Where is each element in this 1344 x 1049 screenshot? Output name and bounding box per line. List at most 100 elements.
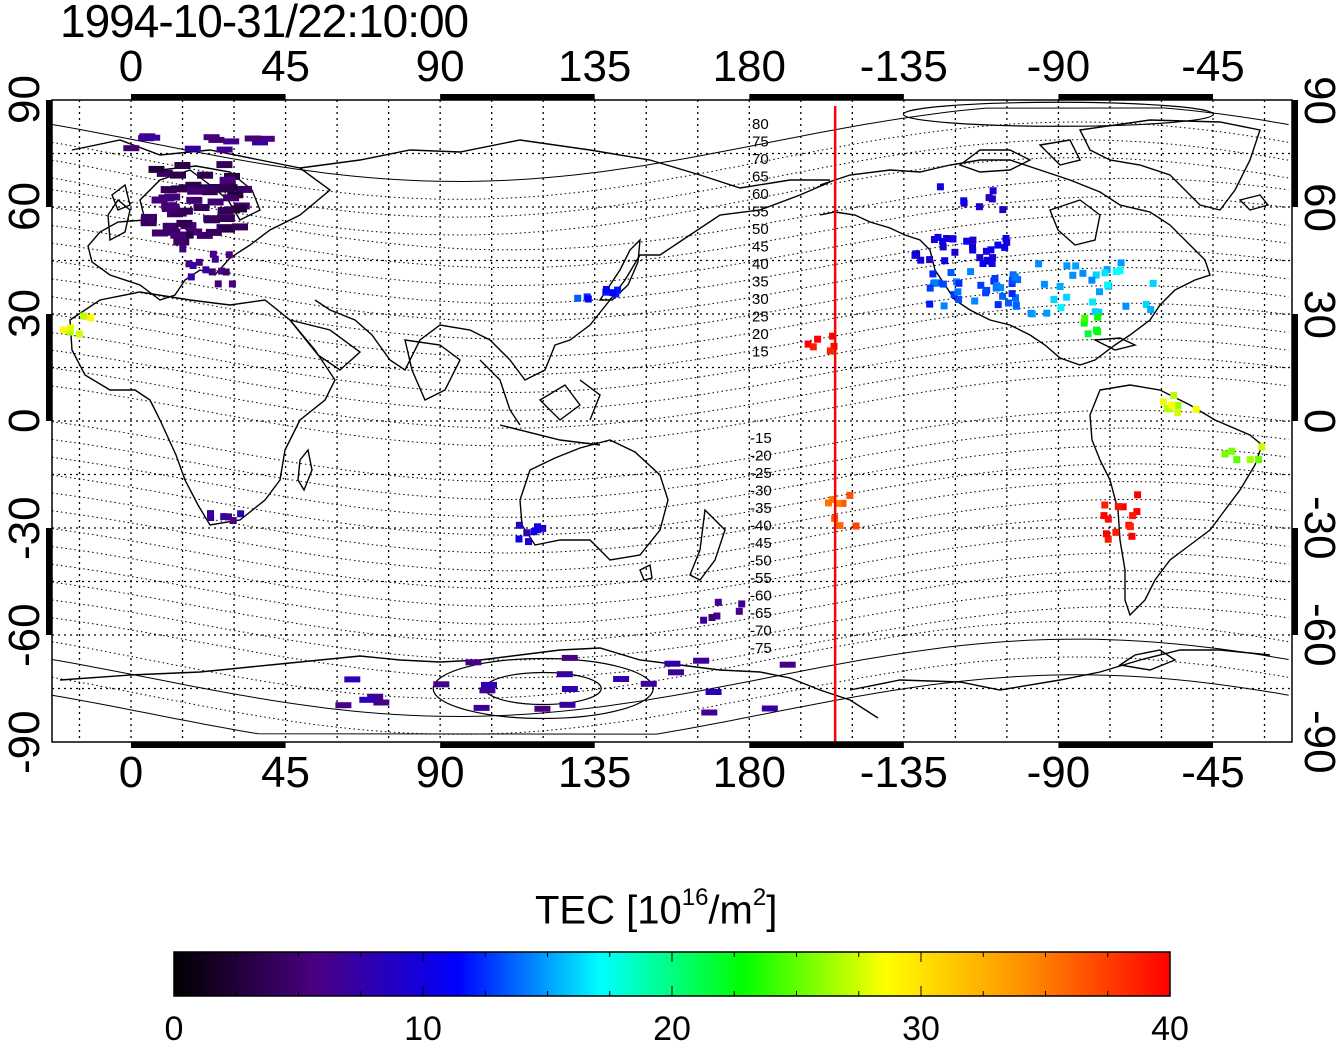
tec-point	[1174, 409, 1182, 417]
magnetic-latitude-line	[52, 588, 1289, 661]
tec-point	[236, 185, 252, 193]
tec-point	[994, 301, 1002, 309]
tec-point	[561, 654, 578, 661]
tec-point	[1228, 447, 1236, 455]
tec-point	[258, 135, 275, 142]
tec-point	[955, 279, 963, 287]
tec-point	[574, 294, 582, 302]
tec-point	[1258, 443, 1266, 451]
tec-point	[373, 699, 390, 706]
tec-point	[174, 162, 191, 169]
tec-point	[202, 266, 210, 274]
tec-point	[515, 521, 523, 529]
tec-point	[67, 324, 75, 332]
tec-point	[940, 302, 948, 310]
magnetic-latitude-line	[52, 427, 1289, 501]
tec-point	[1012, 301, 1020, 309]
tec-point	[344, 676, 361, 683]
magnetic-latitude-label: 15	[752, 344, 769, 361]
magnetic-latitude-label: 60	[752, 186, 769, 203]
tec-point	[1149, 279, 1157, 287]
tec-point	[701, 709, 718, 716]
left-latitude-label: -60	[0, 603, 49, 667]
tec-point	[523, 529, 531, 537]
tec-point	[1092, 271, 1100, 279]
tec-point	[1174, 401, 1182, 409]
magnetic-latitude-label: -50	[750, 553, 772, 570]
bottom-longitude-label: -90	[1026, 748, 1091, 797]
magnetic-latitude-label: -45	[750, 535, 772, 552]
magnetic-latitude-label: 75	[752, 134, 769, 151]
tec-point	[1255, 456, 1263, 463]
tec-point	[735, 607, 743, 615]
tec-point	[1102, 530, 1110, 538]
bottom-longitude-label: 90	[415, 748, 465, 797]
colorbar-tick-label: 20	[653, 1010, 691, 1048]
tec-point	[539, 524, 547, 532]
tec-point	[217, 214, 234, 222]
tec-point	[1080, 319, 1088, 327]
right-latitude-label: -60	[1295, 603, 1344, 667]
tec-point	[1101, 269, 1109, 277]
magnetic-latitude-line	[52, 195, 1289, 269]
magnetic-latitude-line	[52, 338, 1289, 411]
left-latitude-label: 90	[0, 75, 49, 125]
tec-point	[1168, 401, 1176, 409]
tec-point	[1063, 262, 1071, 270]
tec-point	[1170, 392, 1178, 399]
tec-point	[208, 136, 225, 143]
tec-point	[1040, 280, 1048, 288]
colorbar-tick-label: 40	[1151, 1010, 1189, 1048]
right-latitude-label: 0	[1295, 408, 1344, 434]
tec-point	[222, 268, 230, 276]
tec-point	[939, 237, 947, 245]
top-longitude-label: 0	[118, 42, 144, 91]
magnetic-latitude-line	[52, 107, 1289, 183]
colorbar-tick-label: 0	[164, 1010, 184, 1048]
frame-bar-left	[46, 528, 52, 635]
tec-point	[473, 704, 490, 711]
tec-point	[829, 332, 837, 340]
tec-point	[1094, 328, 1102, 336]
tec-point	[1008, 290, 1016, 298]
tec-point	[997, 284, 1005, 292]
tec-point	[534, 523, 541, 531]
tec-point	[223, 194, 240, 202]
tec-point	[1246, 456, 1254, 464]
tec-point	[1159, 398, 1167, 406]
tec-point	[193, 204, 210, 211]
magnetic-latitude-label: 25	[752, 309, 769, 326]
magnetic-latitude-label: -30	[750, 483, 772, 500]
tec-point	[836, 522, 844, 530]
tec-point	[186, 196, 203, 204]
tec-point	[989, 187, 997, 195]
magnetic-latitude-line	[52, 481, 1289, 554]
magnetic-latitude-label: -75	[750, 640, 772, 657]
tec-point	[433, 681, 450, 688]
tec-point	[141, 213, 157, 221]
tec-point	[1088, 276, 1096, 284]
tec-point	[1129, 512, 1137, 520]
tec-point	[1003, 238, 1011, 246]
tec-point	[1012, 294, 1019, 302]
tec-point	[170, 231, 187, 239]
tec-point	[1112, 528, 1120, 536]
tec-point	[207, 198, 224, 206]
tec-point	[216, 146, 233, 153]
magnetic-latitude-line	[52, 620, 1289, 700]
tec-point	[171, 185, 187, 193]
magnetic-latitude-line	[52, 516, 1289, 590]
tec-point	[60, 326, 68, 334]
tec-point	[779, 661, 796, 668]
tec-point	[1002, 235, 1010, 242]
tec-point	[1142, 301, 1150, 308]
tec-point	[1069, 271, 1077, 279]
tec-point	[708, 614, 716, 621]
magnetic-latitude-label: 50	[752, 221, 769, 238]
frame-bar-bottom	[440, 742, 595, 748]
tec-point	[969, 236, 977, 244]
right-latitude-label: 30	[1295, 289, 1344, 339]
tec-point	[1084, 330, 1092, 338]
tec-point	[1163, 405, 1171, 413]
tec-point	[1035, 260, 1043, 268]
